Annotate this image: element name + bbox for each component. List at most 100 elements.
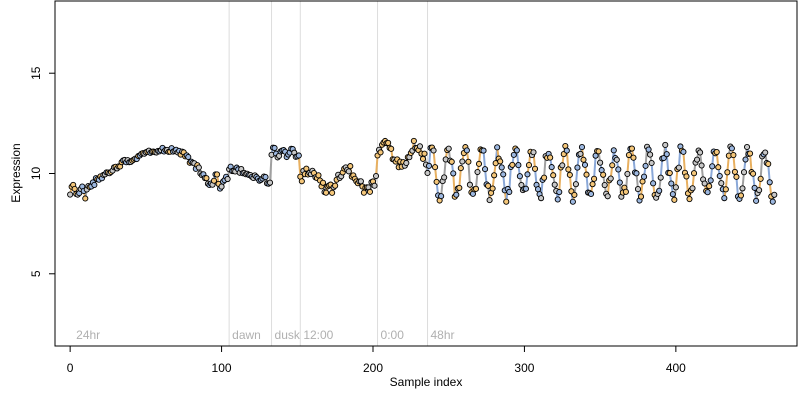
data-point — [766, 179, 773, 186]
series-segment — [269, 154, 273, 183]
data-point — [541, 174, 548, 181]
data-point — [672, 184, 679, 191]
data-point — [319, 179, 327, 186]
data-point — [737, 192, 745, 199]
data-point — [739, 185, 746, 192]
series-segment — [735, 176, 739, 197]
data-point — [459, 158, 466, 165]
data-point — [430, 147, 437, 154]
data-point — [716, 172, 723, 180]
data-point — [615, 166, 622, 173]
data-point — [634, 186, 642, 193]
data-point — [366, 188, 374, 195]
data-point — [298, 178, 305, 185]
x-axis: 0 100 200 300 400 — [67, 345, 686, 375]
data-point — [303, 165, 310, 172]
series-segment — [650, 162, 655, 184]
data-point — [686, 196, 693, 203]
data-point — [765, 160, 772, 167]
data-point — [706, 183, 713, 190]
data-point — [489, 185, 496, 192]
data-point — [589, 181, 596, 188]
data-point — [466, 181, 473, 188]
data-point — [438, 193, 445, 200]
data-point — [485, 182, 492, 189]
data-point — [669, 191, 676, 198]
x-tick-label: 100 — [212, 361, 232, 375]
data-point — [506, 188, 513, 195]
series-segment — [558, 167, 562, 193]
series-segment — [458, 168, 462, 188]
data-point — [648, 159, 655, 167]
data-point — [704, 189, 711, 196]
x-axis-title: Sample index — [390, 375, 463, 389]
annotations: dawn dusk 12:00 0:00 48hr 24hr — [76, 328, 454, 342]
data-point — [683, 173, 690, 180]
data-point — [556, 188, 563, 196]
x-tick-label: 200 — [363, 361, 383, 375]
data-point — [628, 145, 635, 152]
data-point — [633, 170, 640, 177]
data-point — [698, 162, 705, 169]
data-point — [472, 185, 480, 192]
data-point — [597, 159, 604, 166]
data-point — [516, 173, 523, 180]
data-point — [494, 144, 501, 151]
data-point — [448, 158, 455, 165]
data-point — [577, 150, 584, 157]
data-point — [715, 164, 722, 171]
data-point — [574, 164, 581, 171]
data-point — [457, 165, 464, 172]
data-point — [71, 185, 78, 192]
data-point — [647, 151, 654, 158]
data-point — [450, 170, 457, 177]
data-point — [600, 171, 607, 178]
data-point — [218, 183, 225, 190]
data-point — [771, 191, 778, 198]
data-point — [694, 156, 701, 163]
y-tick-label: 10 — [29, 167, 43, 181]
data-point — [441, 174, 448, 181]
data-point — [323, 189, 330, 196]
data-point — [424, 169, 431, 177]
data-point — [515, 162, 522, 169]
data-point — [668, 180, 675, 187]
series-segment — [593, 155, 597, 179]
data-point — [548, 164, 555, 171]
data-point — [456, 184, 463, 191]
data-point — [625, 151, 632, 159]
data-point — [595, 148, 602, 155]
data-point — [616, 179, 623, 186]
series-segment — [749, 153, 753, 173]
data-point — [724, 169, 731, 176]
data-point — [522, 185, 529, 192]
marker-label-1200: 12:00 — [303, 328, 333, 342]
data-point — [453, 191, 460, 198]
data-point — [753, 197, 760, 204]
y-axis-title: Expression — [9, 143, 23, 202]
data-point — [224, 175, 231, 183]
data-point — [371, 182, 378, 189]
data-point — [372, 172, 380, 180]
data-point — [547, 154, 554, 161]
data-point — [662, 141, 669, 148]
data-point — [465, 158, 472, 165]
data-point — [563, 147, 570, 154]
data-point — [463, 147, 470, 154]
data-point — [663, 151, 670, 158]
data-point — [610, 147, 617, 154]
data-point — [728, 145, 735, 152]
series-segment — [482, 150, 487, 170]
data-point — [757, 175, 764, 182]
data-point — [713, 149, 720, 156]
y-axis: 5 10 15 — [29, 66, 56, 277]
data-point — [591, 175, 598, 182]
data-point — [645, 146, 652, 153]
data-point — [266, 179, 274, 186]
y-tick-label: 15 — [29, 66, 43, 80]
data-point — [486, 197, 493, 204]
data-point — [697, 149, 704, 156]
data-point — [657, 174, 664, 181]
data-point — [572, 181, 579, 188]
data-point — [689, 185, 696, 192]
